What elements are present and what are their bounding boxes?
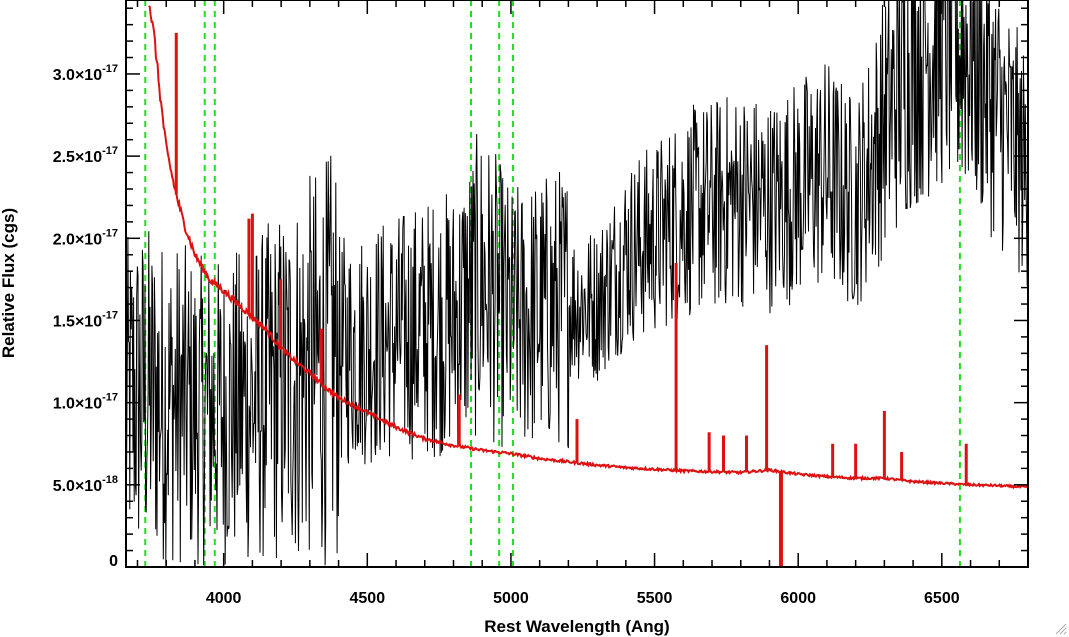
series-layer: [126, 0, 1028, 567]
y-tick-label: 5.0×10-18: [53, 474, 118, 495]
y-tick-label: 2.0×10-17: [53, 227, 118, 248]
y-tick-label: 3.0×10-17: [53, 63, 118, 84]
x-tick-label: 5000: [493, 590, 529, 607]
series-line-red: [148, 5, 1028, 490]
x-axis-title: Rest Wavelength (Ang): [484, 617, 669, 636]
y-tick-label: 0: [109, 553, 118, 570]
x-tick-label: 6500: [924, 590, 960, 607]
series-line-black: [126, 0, 1028, 566]
axes-layer: [125, 0, 1029, 568]
y-tick-label: 1.5×10-17: [53, 309, 118, 330]
x-tick-label: 4500: [350, 590, 386, 607]
x-tick-label: 4000: [206, 590, 242, 607]
x-tick-label: 6000: [780, 590, 816, 607]
labels-layer: 4000 4500 5000 5500 6000 6500 0 5.0×10-18 1.0×10…: [53, 63, 960, 607]
y-tick-label: 1.0×10-17: [53, 392, 118, 413]
x-tick-label: 5500: [637, 590, 673, 607]
y-axis-title: Relative Flux (cgs): [0, 208, 18, 358]
resize-grip-icon[interactable]: [1053, 621, 1067, 635]
plot-frame: [125, 0, 1029, 568]
y-tick-label: 2.5×10-17: [53, 145, 118, 166]
